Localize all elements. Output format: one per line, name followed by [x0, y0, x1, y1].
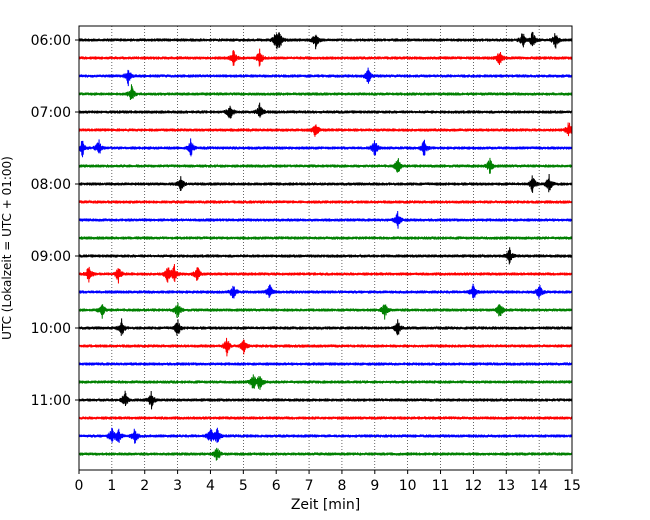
x-axis: 0 1 2 3 4 5 6 7 8 9 10 11 12 13 14 15	[75, 470, 581, 494]
y-tick-label: 07:00	[31, 105, 71, 121]
x-tick-label: 12	[464, 478, 482, 494]
seismogram-trace	[78, 427, 573, 444]
x-axis-label: Zeit [min]	[291, 497, 360, 513]
x-tick-label: 15	[563, 478, 581, 494]
seismogram-trace	[78, 31, 573, 50]
x-tick-label: 1	[107, 478, 116, 494]
seismogram-trace	[78, 48, 573, 67]
y-tick-label: 06:00	[31, 33, 71, 49]
seismogram-trace	[78, 211, 573, 229]
x-tick-label: 13	[497, 478, 515, 494]
x-tick-label: 11	[432, 478, 450, 494]
seismogram-trace	[78, 337, 573, 357]
seismogram-trace	[78, 447, 573, 461]
y-axis: 06:00 07:00 08:00 09:00 10:00 11:00	[31, 33, 79, 409]
seismogram-trace	[78, 374, 573, 390]
x-tick-label: 14	[530, 478, 548, 494]
seismogram-trace	[78, 283, 573, 299]
seismogram-trace	[78, 362, 573, 367]
x-tick-label: 10	[399, 478, 417, 494]
seismogram-trace	[78, 247, 573, 265]
seismogram-trace	[78, 390, 573, 410]
seismogram-trace	[78, 199, 573, 205]
seismogram-trace	[78, 302, 573, 320]
plot-frame	[78, 25, 573, 471]
x-tick-label: 5	[239, 478, 248, 494]
x-tick-label: 2	[140, 478, 149, 494]
x-tick-label: 8	[337, 478, 346, 494]
x-tick-label: 7	[305, 478, 314, 494]
seismogram-trace	[78, 157, 573, 174]
y-tick-label: 08:00	[31, 177, 71, 193]
x-tick-label: 6	[272, 478, 281, 494]
seismogram-trace	[78, 318, 573, 336]
seismogram-trace	[78, 416, 573, 420]
x-tick-label: 9	[370, 478, 379, 494]
x-tick-label: 4	[206, 478, 215, 494]
grid-lines	[111, 26, 540, 470]
seismogram-trace	[78, 264, 573, 284]
seismogram-trace	[78, 102, 573, 119]
seismogram-trace	[78, 138, 573, 158]
seismogram-trace	[78, 236, 573, 240]
y-axis-label: UTC (Lokalzeit = UTC + 01:00)	[0, 156, 14, 340]
seismogram-trace	[78, 67, 573, 87]
x-tick-label: 3	[173, 478, 182, 494]
y-tick-label: 11:00	[31, 393, 71, 409]
seismogram-trace	[78, 84, 573, 101]
x-tick-label: 0	[75, 478, 84, 494]
y-tick-label: 10:00	[31, 321, 71, 337]
seismogram-traces	[78, 31, 573, 461]
seismogram-trace	[78, 174, 573, 193]
y-tick-label: 09:00	[31, 249, 71, 265]
seismogram-trace	[78, 122, 573, 137]
